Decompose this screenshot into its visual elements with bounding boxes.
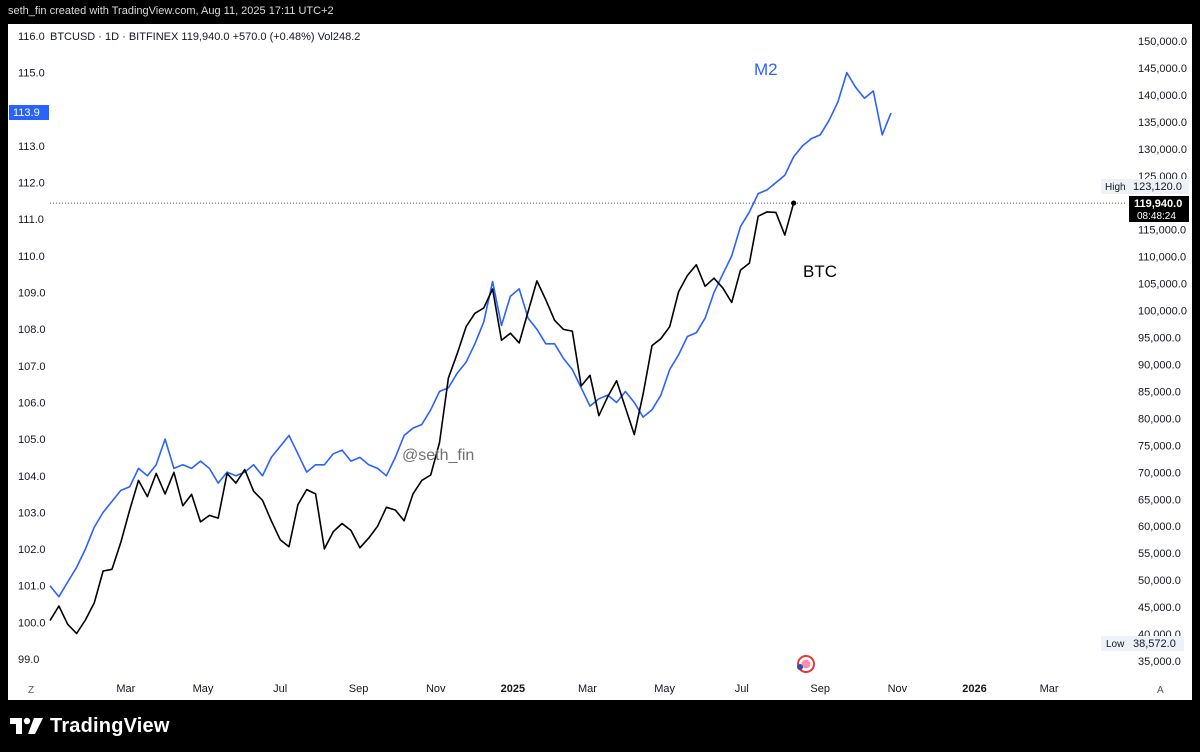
left-axis-tick: 100.0 [18,617,46,629]
left-axis-tick: 113.0 [18,141,45,153]
right-axis-tick: 60,000.0 [1138,521,1181,533]
chart-panel[interactable] [8,24,1192,700]
time-axis-tick: May [654,683,675,695]
footer-bar [0,700,1200,752]
right-axis-tick: 145,000.0 [1138,63,1187,75]
left-axis-tick: 109.0 [18,288,46,300]
right-axis-tick: 110,000.0 [1138,252,1186,264]
time-axis-tick: Jul [735,683,749,695]
right-axis-tick: 55,000.0 [1138,548,1181,560]
low-tag-label: Low [1106,639,1125,650]
tradingview-logo: TradingView [10,714,170,738]
right-axis-tick: 105,000.0 [1138,279,1187,291]
left-axis-tick: 111.0 [18,214,44,226]
tradingview-mark-icon [10,717,43,734]
btc-series-label: BTC [803,262,837,281]
time-axis[interactable]: Mar May Jul Sep Nov 2025 Mar May Jul Sep Nov 2026 Ma… [116,683,1059,695]
left-axis-tick: 112.0 [18,178,45,190]
right-axis-tick: 150,000.0 [1138,36,1187,48]
left-axis-tick: 101.0 [18,581,46,593]
low-tag-value: 38,572.0 [1133,638,1176,650]
right-axis-tick: 115,000.0 [1138,225,1186,237]
time-axis-tick: Mar [578,683,597,695]
left-axis-tick: 103.0 [18,507,46,519]
m2-price-tag: 113.9 [9,105,49,120]
right-axis-tick: 95,000.0 [1138,333,1181,345]
author-watermark: @seth_fin [402,447,474,464]
high-tag-label: High [1105,182,1126,193]
auto-scale-toggle[interactable]: A [1157,685,1164,696]
time-axis-tick: Nov [426,683,446,695]
right-axis-tick: 140,000.0 [1138,90,1187,102]
caption-bar: seth_fin created with TradingView.com, A… [0,0,1200,24]
right-axis-tick: 65,000.0 [1138,494,1181,506]
right-axis-tick: 100,000.0 [1138,306,1187,318]
low-tag: Low 38,572.0 [1101,636,1184,651]
left-axis-tick: 102.0 [18,544,46,556]
btc-series-line [49,202,795,635]
left-axis-tick: 105.0 [18,434,46,446]
btc-price-tag: 119,940.0 08:48:24 [1129,196,1189,222]
economic-event-icon[interactable] [797,655,815,673]
right-axis-tick: 90,000.0 [1138,359,1181,371]
left-axis-tick: 110.0 [18,251,45,263]
right-axis-tick: 80,000.0 [1138,413,1181,425]
left-axis-tick: 115.0 [18,68,45,80]
caption-text: seth_fin created with TradingView.com, A… [8,5,334,17]
right-axis-tick: 35,000.0 [1138,656,1181,668]
price-chart[interactable]: BTCUSD · 1D · BITFINEX 119,940.0 +570.0 … [0,0,1200,700]
right-axis-tick: 135,000.0 [1138,117,1187,129]
left-axis-tick: 99.0 [18,654,39,666]
right-price-axis[interactable]: 150,000.0 145,000.0 140,000.0 135,000.0 130,… [1138,36,1187,668]
btc-price-tag-value: 119,940.0 [1134,198,1182,210]
left-price-axis[interactable]: 116.0115.0114.0113.0112.0111.0110.0109.0… [18,31,46,666]
btc-last-price-dot [791,200,797,206]
left-axis-tick: 104.0 [18,471,46,483]
time-axis-tick: Mar [1040,683,1059,695]
left-axis-tick: 106.0 [18,397,46,409]
right-axis-tick: 130,000.0 [1138,144,1187,156]
time-axis-tick: Mar [116,683,135,695]
time-axis-tick: Nov [888,683,908,695]
right-axis-tick: 50,000.0 [1138,575,1181,587]
left-axis-tick: 116.0 [18,31,45,43]
time-axis-tick: 2025 [501,683,525,695]
btc-countdown: 08:48:24 [1137,211,1176,222]
time-axis-tick: May [193,683,214,695]
symbol-legend: BTCUSD · 1D · BITFINEX 119,940.0 +570.0 … [50,31,360,43]
left-axis-tick: 107.0 [18,361,46,373]
right-axis-tick: 85,000.0 [1138,386,1181,398]
time-axis-tick: Sep [810,683,830,695]
m2-price-tag-text: 113.9 [13,107,40,119]
right-axis-tick: 70,000.0 [1138,467,1181,479]
time-axis-tick: Sep [349,683,369,695]
right-axis-tick: 75,000.0 [1138,440,1181,452]
left-axis-tick: 108.0 [18,324,46,336]
tradingview-wordmark: TradingView [50,714,170,737]
m2-series-line [49,71,892,598]
symbol-legend-text: BTCUSD · 1D · BITFINEX 119,940.0 +570.0 … [50,31,360,43]
high-tag: High 123,120.0 [1101,179,1189,194]
m2-series-label: M2 [754,60,778,79]
time-axis-tick: 2026 [962,683,986,695]
right-axis-tick: 45,000.0 [1138,602,1181,614]
high-tag-value: 123,120.0 [1133,181,1182,193]
timezone-toggle[interactable]: Z [28,685,34,696]
time-axis-tick: Jul [273,683,287,695]
